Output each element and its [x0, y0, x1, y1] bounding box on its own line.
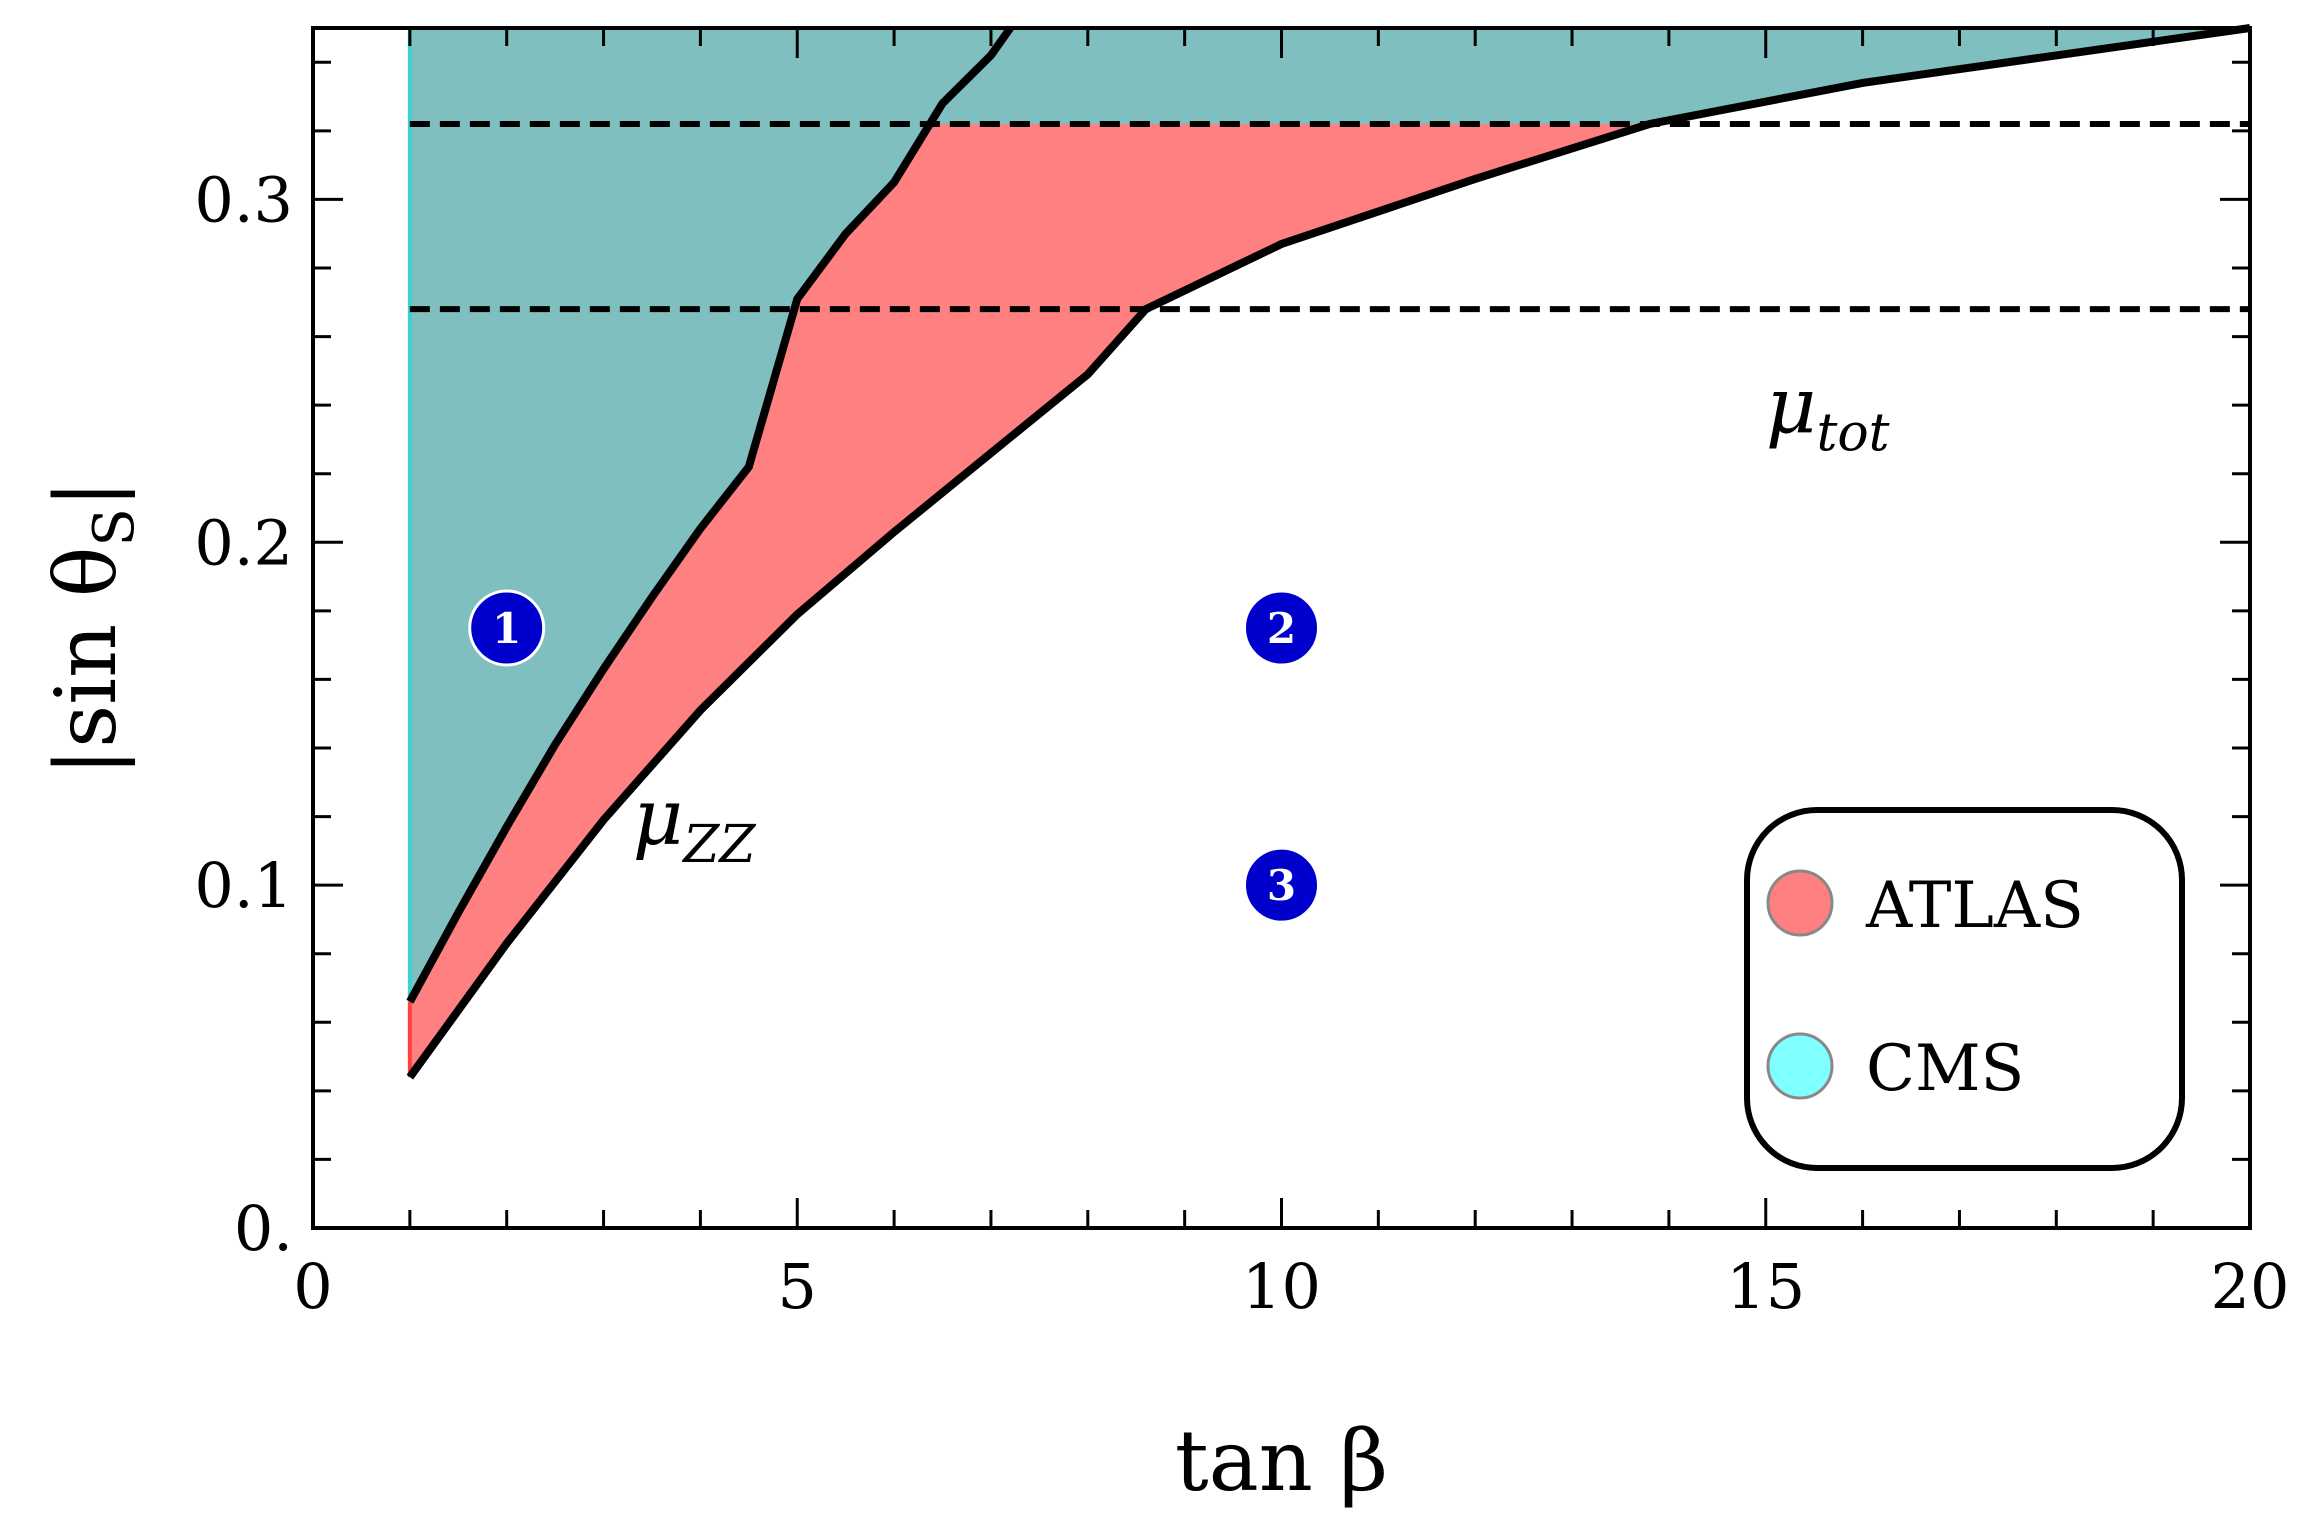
benchmark-label-2: 2 [1267, 604, 1296, 653]
curve-label-subscript: tot [1816, 404, 1889, 464]
x-tick-label: 10 [1242, 1250, 1321, 1323]
curve-mu-zz [406, 25, 1014, 1004]
benchmark-label-3: 3 [1267, 861, 1296, 910]
y-axis-label: |sin θS| [37, 480, 147, 776]
benchmark-label-1: 1 [492, 604, 521, 653]
x-tick-label: 5 [778, 1250, 817, 1323]
y-tick-label: 0.2 [194, 506, 293, 579]
y-tick-label: 0.3 [194, 163, 293, 236]
x-tick-label: 15 [1726, 1250, 1805, 1323]
curve-label-subscript: ZZ [681, 815, 756, 875]
legend: ATLAS CMS [1744, 807, 2185, 1171]
y-tick-label: 0.1 [194, 849, 293, 922]
y-tick-label: 0. [234, 1192, 293, 1265]
benchmark-point-1 [468, 589, 546, 667]
legend-swatch-atlas [1766, 869, 1834, 937]
legend-label-atlas: ATLAS [1865, 869, 2084, 943]
x-tick-label: 20 [2211, 1250, 2290, 1323]
legend-label-cms: CMS [1866, 1032, 2024, 1106]
x-axis-label: tan β [1175, 1412, 1388, 1510]
benchmark-point-3 [1243, 846, 1320, 924]
benchmark-point-2 [1243, 589, 1320, 667]
curve-mu-tot [406, 24, 2251, 1080]
legend-box [1744, 807, 2185, 1171]
y-axis-label-bar: | [37, 480, 135, 508]
legend-swatch-cms [1766, 1032, 1834, 1100]
x-tick-label: 0 [293, 1250, 332, 1323]
axes: 0 5 10 15 20 0. 0.1 0.2 0.3 tan β |sin θS| [37, 26, 2290, 1510]
y-axis-label-subscript: S [82, 508, 147, 546]
